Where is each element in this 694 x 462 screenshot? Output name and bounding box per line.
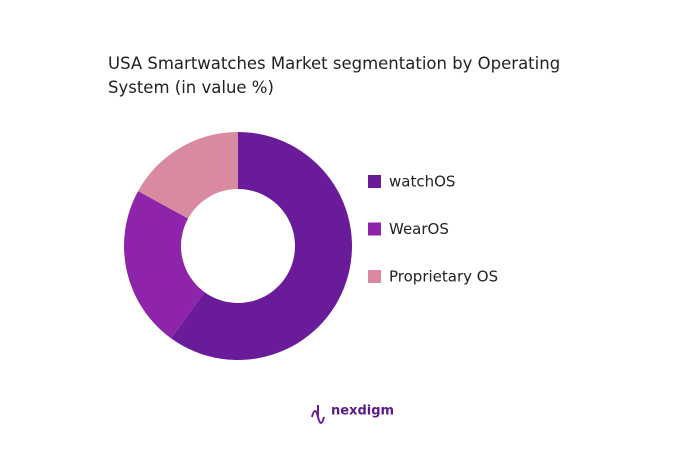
slice xyxy=(138,132,238,219)
legend-label: watchOS xyxy=(389,173,455,191)
legend-swatch xyxy=(368,222,381,236)
legend-swatch xyxy=(368,175,381,188)
chart-title: USA Smartwatches Market segmentation by … xyxy=(108,54,561,97)
legend-swatch xyxy=(368,270,381,283)
legend-label: Proprietary OS xyxy=(389,268,498,286)
slice xyxy=(124,191,205,339)
legend-label: WearOS xyxy=(389,220,449,238)
logo-icon xyxy=(311,405,325,424)
slice xyxy=(170,132,352,360)
logo-text: nexdigm xyxy=(331,404,394,419)
